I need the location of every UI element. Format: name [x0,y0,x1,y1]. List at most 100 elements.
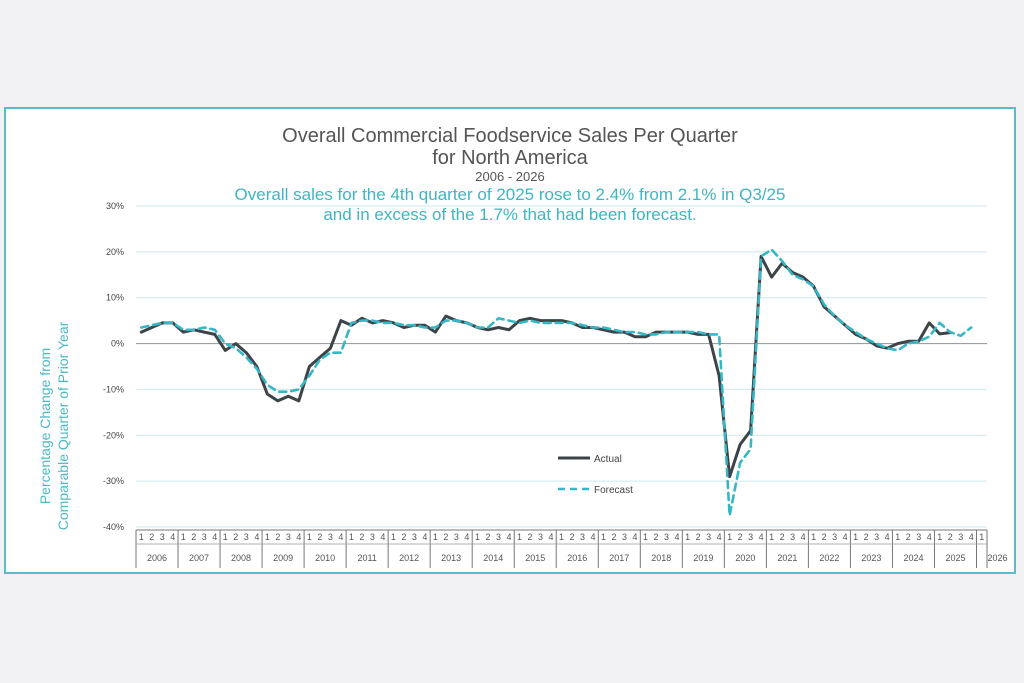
quarter-tick-label: 2 [485,532,490,542]
quarter-tick-label: 1 [475,532,480,542]
quarter-tick-label: 3 [832,532,837,542]
quarter-tick-label: 4 [885,532,890,542]
year-label: 2011 [357,553,376,563]
chart-title: Overall Commercial Foodservice Sales Per… [282,125,738,147]
quarter-tick-label: 2 [527,532,532,542]
year-label: 2010 [315,553,335,563]
quarter-tick-label: 4 [338,532,343,542]
quarter-tick-label: 2 [696,532,701,542]
year-label: 2020 [735,553,755,563]
quarter-tick-label: 1 [601,532,606,542]
quarter-tick-label: 3 [538,532,543,542]
quarter-tick-label: 2 [569,532,574,542]
year-label: 2012 [399,553,419,563]
quarter-tick-label: 2 [443,532,448,542]
quarter-tick-label: 4 [843,532,848,542]
quarter-tick-label: 3 [580,532,585,542]
quarter-tick-label: 3 [496,532,501,542]
quarter-tick-label: 3 [916,532,921,542]
quarter-tick-label: 2 [864,532,869,542]
quarter-tick-label: 2 [359,532,364,542]
quarter-tick-label: 1 [811,532,816,542]
quarter-tick-label: 1 [895,532,900,542]
quarter-tick-label: 3 [286,532,291,542]
quarter-tick-label: 1 [265,532,270,542]
quarter-tick-label: 1 [433,532,438,542]
quarter-tick-label: 3 [202,532,207,542]
quarter-tick-label: 3 [328,532,333,542]
legend: Actual Forecast [558,454,633,496]
quarter-tick-label: 1 [727,532,732,542]
year-label: 2016 [567,553,587,563]
chart-subtitle-line1: Overall sales for the 4th quarter of 202… [235,185,786,204]
y-tick-label: -10% [103,384,124,394]
year-label: 2014 [483,553,503,563]
actual-series-line [139,254,952,479]
year-label: 2023 [861,553,881,563]
quarter-tick-label: 2 [191,532,196,542]
quarter-tick-label: 2 [317,532,322,542]
quarter-tick-label: 1 [349,532,354,542]
year-label: 2008 [231,553,251,563]
year-label: 2009 [273,553,293,563]
y-axis-ticks: 30% 20% 10% 0% -10% -20% -30% -40% [103,201,124,532]
quarter-tick-label: 2 [738,532,743,542]
year-label: 2021 [777,553,797,563]
quarter-tick-label: 2 [401,532,406,542]
quarter-tick-label: 1 [685,532,690,542]
quarter-tick-label: 4 [717,532,722,542]
quarter-tick-label: 2 [275,532,280,542]
quarter-tick-label: 4 [675,532,680,542]
quarter-tick-label: 1 [181,532,186,542]
year-label: 2013 [441,553,461,563]
quarter-tick-label: 4 [759,532,764,542]
quarter-tick-label: 1 [517,532,522,542]
quarter-tick-label: 2 [654,532,659,542]
quarter-tick-label: 1 [853,532,858,542]
year-label: 2015 [525,553,545,563]
quarter-tick-label: 1 [769,532,774,542]
quarter-tick-label: 1 [139,532,144,542]
quarter-tick-label: 3 [748,532,753,542]
y-axis-label-line1: Percentage Change from [37,348,53,504]
quarter-tick-label: 3 [790,532,795,542]
quarter-tick-label: 4 [801,532,806,542]
y-tick-label: 30% [106,201,124,211]
chart-date-range: 2006 - 2026 [475,169,544,184]
year-label: 2025 [945,553,965,563]
quarter-tick-label: 1 [979,532,984,542]
quarter-tick-label: 2 [149,532,154,542]
chart-title-line2: for North America [432,147,588,169]
quarter-tick-label: 2 [822,532,827,542]
series [139,248,973,517]
year-label: 2022 [819,553,839,563]
quarter-tick-label: 4 [212,532,217,542]
legend-actual-label: Actual [594,454,622,465]
quarter-tick-label: 4 [548,532,553,542]
quarter-tick-label: 4 [969,532,974,542]
quarter-tick-label: 1 [937,532,942,542]
quarter-tick-label: 3 [454,532,459,542]
quarter-tick-label: 1 [307,532,312,542]
year-label: 2017 [609,553,629,563]
year-label: 2024 [903,553,923,563]
chart-subtitle-line2: and in excess of the 1.7% that had been … [323,205,696,224]
y-tick-label: 10% [106,293,124,303]
year-label: 2007 [189,553,209,563]
quarter-tick-label: 3 [622,532,627,542]
y-tick-label: -30% [103,476,124,486]
y-tick-label: -20% [103,430,124,440]
quarter-tick-label: 3 [244,532,249,542]
quarter-tick-label: 1 [391,532,396,542]
quarter-tick-label: 3 [874,532,879,542]
year-label: 2026 [987,553,1007,563]
quarter-tick-label: 3 [958,532,963,542]
quarter-tick-label: 2 [233,532,238,542]
quarter-tick-label: 2 [906,532,911,542]
year-label: 2018 [651,553,671,563]
quarter-tick-label: 4 [254,532,259,542]
y-axis-label-line2: Comparable Quarter of Prior Year [55,321,71,530]
quarter-tick-label: 4 [422,532,427,542]
quarter-tick-label: 3 [370,532,375,542]
